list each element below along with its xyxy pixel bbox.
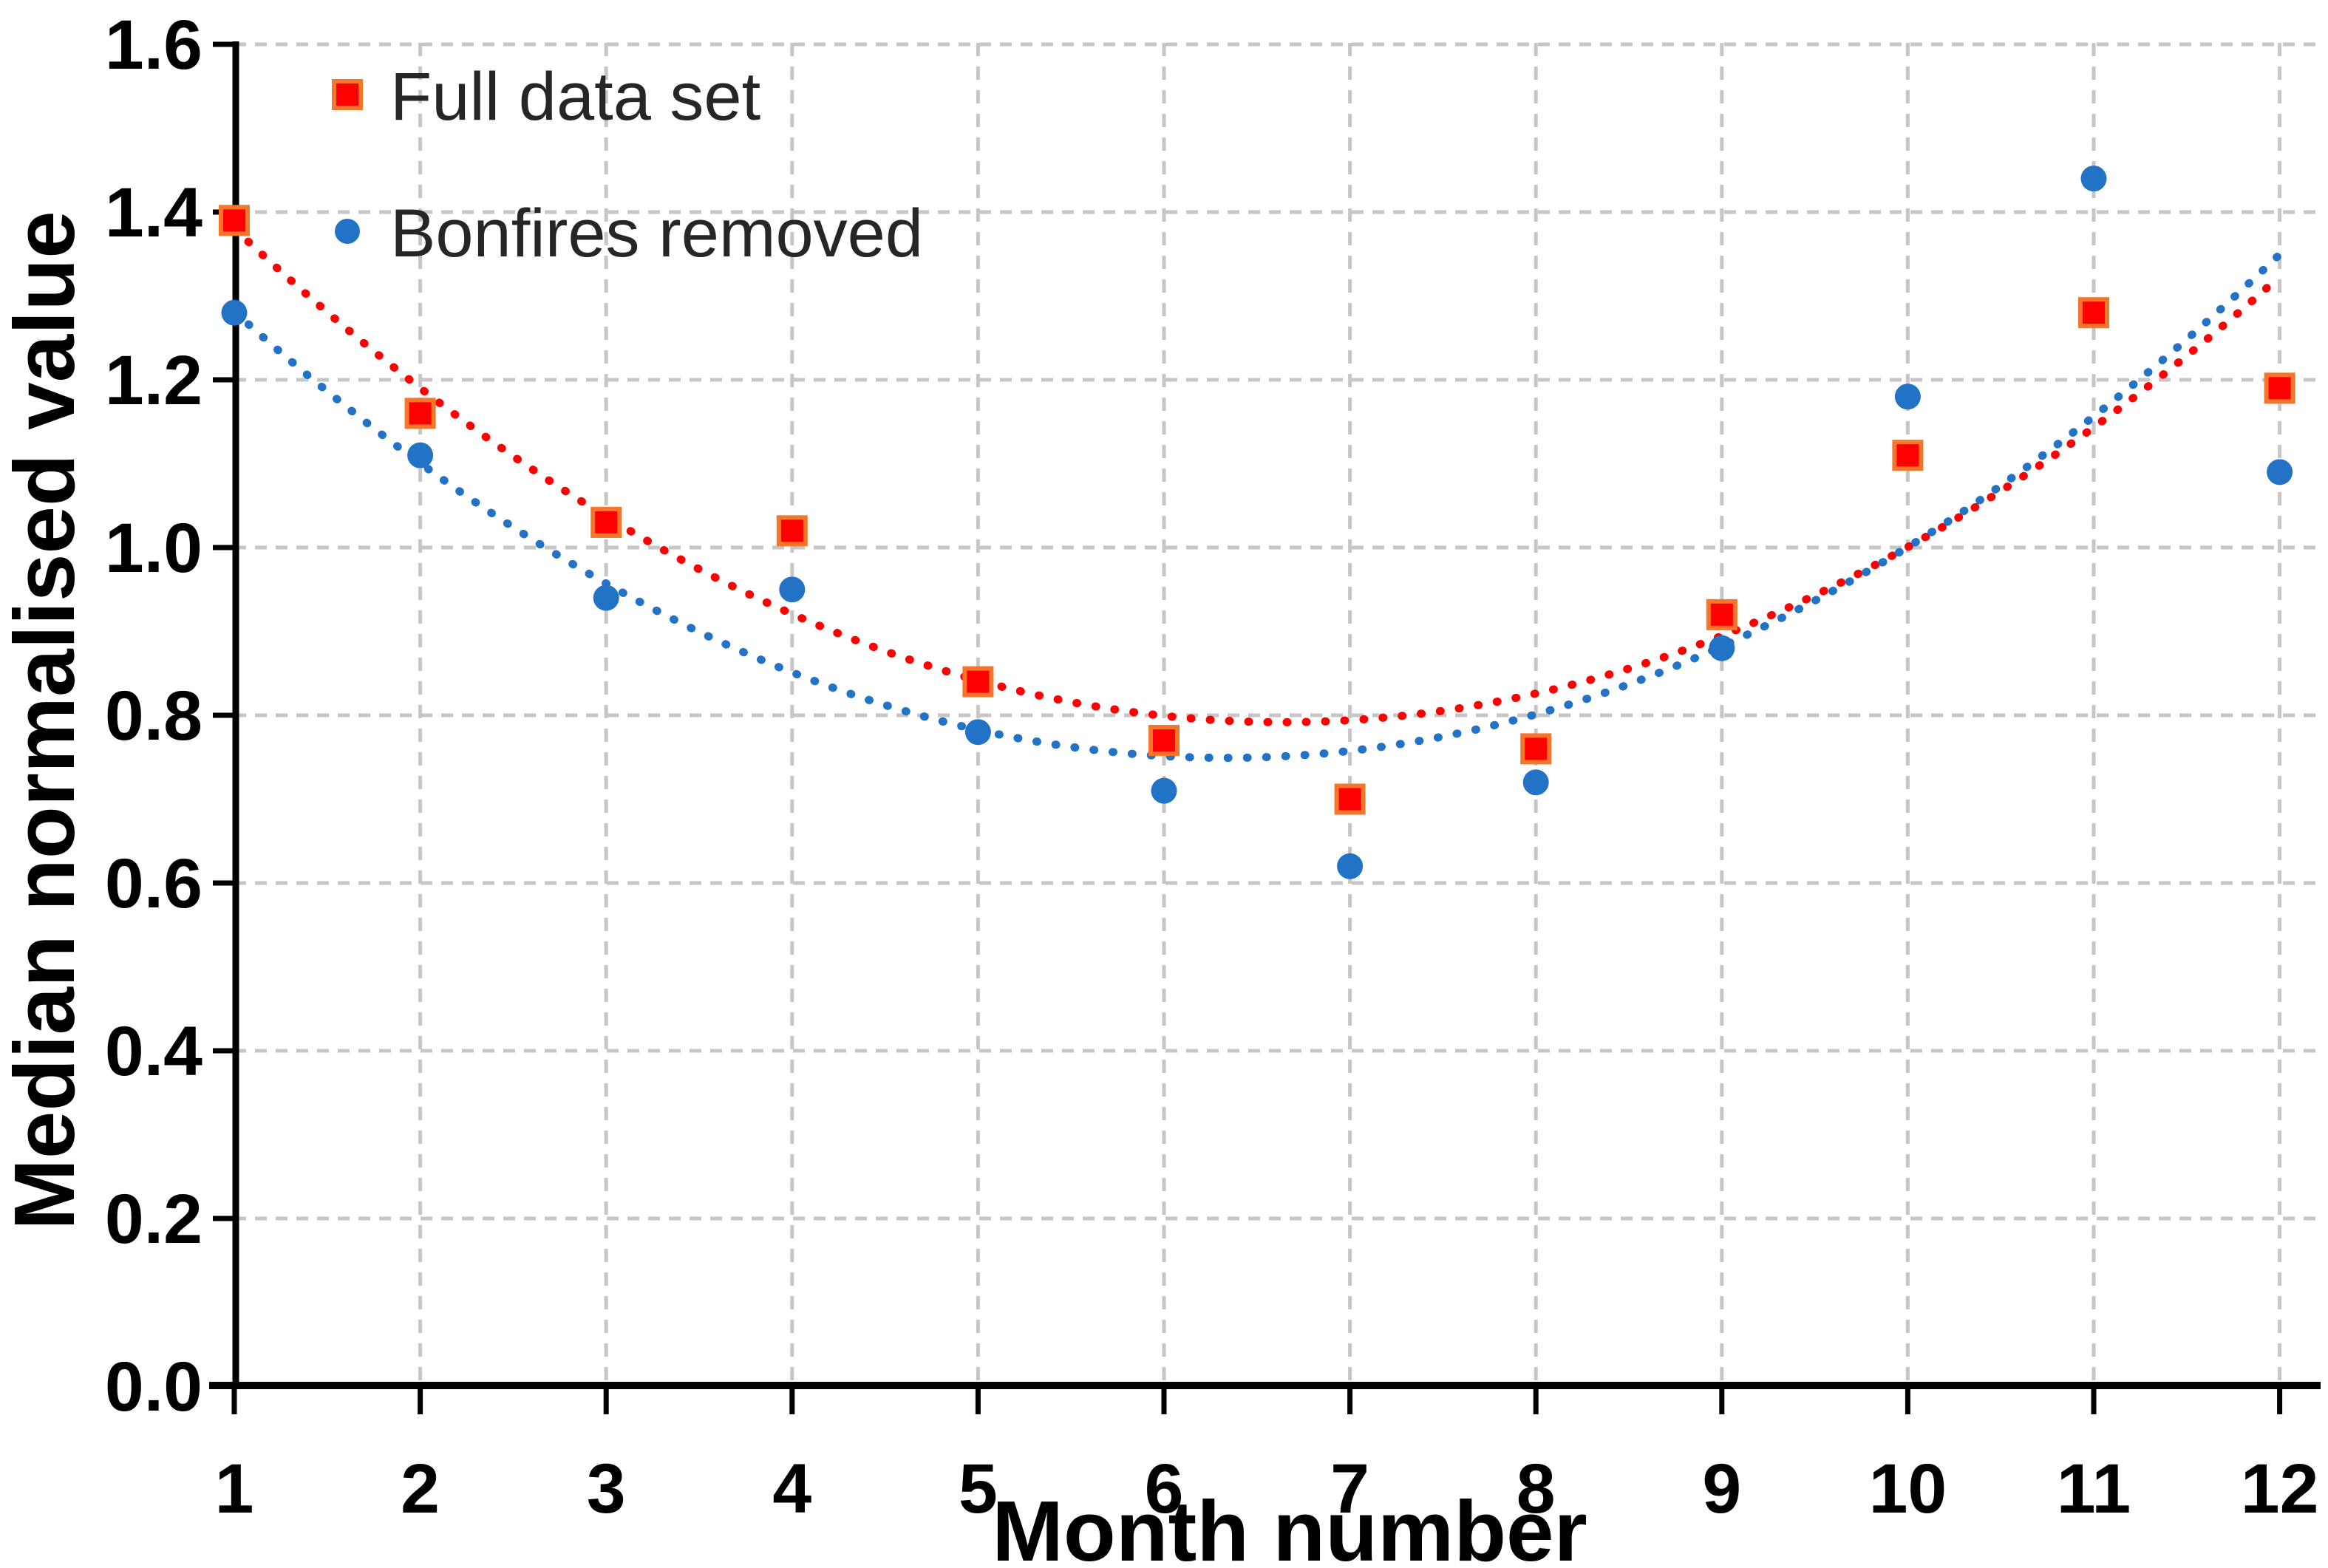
legend-label-full-data-set: Full data set: [390, 59, 760, 134]
x-tick-label: 2: [401, 1450, 440, 1528]
y-tick-label: 1.2: [105, 341, 202, 420]
y-tick-label: 0.2: [105, 1180, 202, 1258]
data-point-square: [404, 398, 436, 429]
data-point-square: [2264, 372, 2295, 404]
y-tick-label: 0.0: [105, 1348, 202, 1426]
legend-marker-bonfires-removed: [335, 219, 360, 244]
data-point-circle: [1709, 635, 1735, 661]
data-point-square: [590, 506, 622, 538]
data-point-square: [1520, 733, 1552, 765]
data-point-circle: [2080, 166, 2107, 192]
axes-layer: [209, 41, 2321, 1414]
data-point-circle: [1337, 853, 1364, 879]
x-tick-label: 1: [215, 1450, 254, 1528]
x-tick-label: 7: [1330, 1450, 1369, 1528]
y-tick-label: 0.6: [105, 845, 202, 923]
trendline-full-data-set: [230, 224, 2284, 726]
data-point-square: [219, 205, 250, 236]
x-tick-label: 5: [959, 1450, 998, 1528]
trendline-bonfires-removed: [230, 250, 2284, 763]
data-point-circle: [1522, 769, 1549, 796]
x-axis-title: Month number: [992, 1483, 1587, 1568]
data-point-circle: [2267, 459, 2293, 485]
x-tick-label: 8: [1517, 1450, 1556, 1528]
x-tick-label: 6: [1145, 1450, 1184, 1528]
x-tick-label: 4: [772, 1450, 811, 1528]
data-point-circle: [221, 299, 248, 326]
series-markers-layer: [219, 166, 2295, 879]
legend-marker-full-data-set: [332, 79, 363, 110]
data-point-square: [776, 515, 808, 547]
x-tick-label: 10: [1869, 1450, 1947, 1528]
data-point-square: [1148, 725, 1180, 757]
data-point-circle: [593, 584, 619, 611]
x-tick-label: 9: [1702, 1450, 1741, 1528]
data-point-circle: [1894, 384, 1921, 410]
data-point-circle: [779, 576, 806, 603]
trendlines-layer: [230, 224, 2284, 763]
data-point-circle: [1151, 777, 1177, 804]
x-tick-label: 3: [587, 1450, 626, 1528]
data-point-square: [1334, 783, 1366, 815]
y-tick-label: 1.6: [105, 6, 202, 84]
tick-labels-layer: 0.00.20.40.60.81.01.21.41.61 2 3 4 5 6 7 8 9 10 11…: [105, 6, 2319, 1528]
data-point-circle: [964, 719, 991, 746]
data-point-square: [2078, 297, 2109, 329]
y-tick-label: 0.4: [105, 1012, 202, 1091]
legend-label-bonfires-removed: Bonfires removed: [390, 196, 923, 271]
x-tick-label: 12: [2241, 1450, 2319, 1528]
y-tick-label: 1.4: [105, 174, 202, 252]
y-tick-label: 0.8: [105, 677, 202, 755]
legend: Full data set Bonfires removed: [332, 59, 923, 271]
gridlines-layer: [234, 42, 2321, 1386]
data-point-circle: [407, 442, 434, 468]
data-point-square: [962, 666, 994, 698]
x-tick-label: 11: [2057, 1450, 2131, 1528]
y-axis-title: Median normalised value: [0, 211, 92, 1230]
y-tick-label: 1.0: [105, 509, 202, 587]
data-point-square: [1706, 599, 1738, 630]
data-point-square: [1892, 440, 1924, 471]
